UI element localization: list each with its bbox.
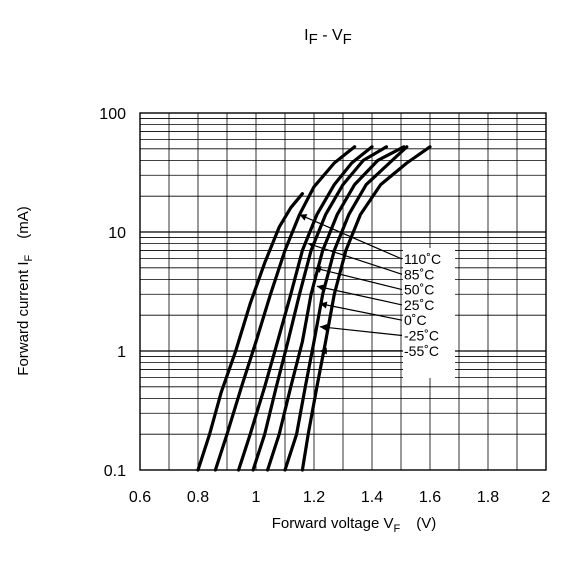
chart-title-sep: - V <box>318 27 343 44</box>
x-tick-label: 2 <box>542 489 551 506</box>
y-axis-label-unit: (mA) <box>15 206 32 239</box>
x-tick-label: 1.2 <box>303 489 325 506</box>
x-tick-label: 0.6 <box>129 489 151 506</box>
chart-title: IF - VF <box>304 27 352 48</box>
annotation-box <box>403 248 455 378</box>
annotation-label: 25˚C <box>404 297 434 313</box>
annotation-arrowhead <box>308 242 316 250</box>
annotation-label: -55˚C <box>404 343 439 359</box>
series-curve <box>196 192 304 472</box>
annotation-arrowhead <box>319 347 327 355</box>
x-axis-label: Forward voltage VF (V) <box>272 515 436 535</box>
series-curve <box>300 145 432 472</box>
annotation-leader <box>299 214 403 260</box>
x-tick-label: 1.4 <box>361 489 383 506</box>
annotation-label: 50˚C <box>404 282 434 298</box>
annotation-label: 110˚C <box>404 251 441 267</box>
series-curve <box>237 145 374 472</box>
annotation-arrowhead <box>319 301 328 309</box>
annotation-leader <box>313 267 403 291</box>
series-curve <box>251 145 389 472</box>
y-tick-label: 10 <box>108 225 126 242</box>
chart-title-main: I <box>304 27 308 44</box>
annotation-leader <box>319 326 403 337</box>
annotation-arrowhead <box>314 266 322 273</box>
annotation-arrowhead <box>319 323 328 331</box>
x-tick-label: 1.8 <box>477 489 499 506</box>
x-tick-label: 1.6 <box>419 489 441 506</box>
x-axis-label-sub: F <box>394 523 401 535</box>
annotation-label: -25˚C <box>404 328 439 344</box>
y-axis-label-sub: F <box>23 255 35 262</box>
y-axis-label-main: Forward current I <box>15 262 32 376</box>
annotation-leader <box>316 285 403 306</box>
annotation-leader <box>319 303 403 321</box>
x-tick-label: 0.8 <box>187 489 209 506</box>
annotation-box-bg <box>403 248 455 378</box>
chart-title-main-sub: F <box>309 31 318 48</box>
y-tick-label: 1 <box>117 344 126 361</box>
annotation-group: 110˚C85˚C50˚C25˚C0˚C-25˚C-55˚C <box>299 214 441 359</box>
series-curve <box>213 145 357 472</box>
y-tick-label: 100 <box>99 106 126 123</box>
annotation-leader <box>308 242 403 275</box>
series-curve <box>266 145 406 472</box>
series-curve <box>283 145 409 472</box>
curve-group <box>196 145 432 472</box>
y-tick-label: 0.1 <box>104 463 126 480</box>
y-axis-label: Forward current IF (mA) <box>15 206 35 375</box>
x-tick-labels: 0.6 0.8 1 1.2 1.4 1.6 1.8 2 <box>129 489 551 506</box>
annotation-arrowhead <box>299 214 308 221</box>
x-tick-label: 1 <box>252 489 261 506</box>
y-tick-labels: 0.1 1 10 100 <box>99 106 126 480</box>
x-axis-label-main: Forward voltage V <box>272 515 394 532</box>
annotation-label: 0˚C <box>404 312 427 328</box>
annotation-arrowhead <box>316 284 325 292</box>
annotation-label: 85˚C <box>404 266 434 282</box>
plot-frame <box>139 112 547 471</box>
x-axis-label-unit: (V) <box>416 515 436 532</box>
chart-title-sep-sub: F <box>343 31 352 48</box>
